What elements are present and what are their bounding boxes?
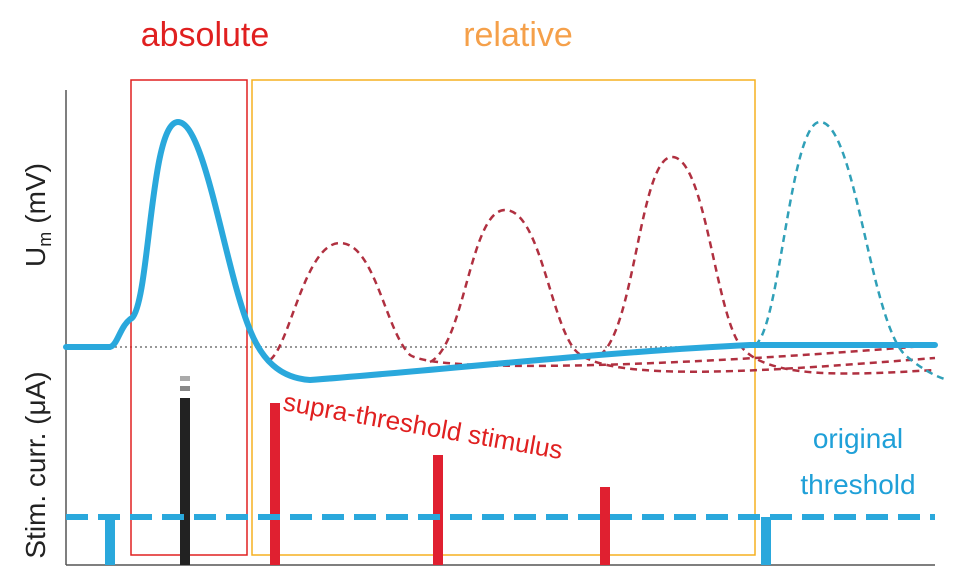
spike-2 [429,208,936,373]
stim-bar [270,403,280,565]
y-top-sub: m [35,232,55,247]
relative-box [251,79,756,556]
y-bottom-label: Stim. curr. (μA) [20,371,51,558]
stim-bar-fade [180,376,190,381]
y-top-unit: (mV) [20,163,51,224]
threshold-label: original [813,423,903,454]
membrane-potential [63,119,938,383]
relative-label: relative [463,16,573,54]
y-top-main: U [20,247,51,267]
spike-1 [269,241,936,368]
threshold-label: threshold [800,469,915,500]
y-top-label: Um (mV) [20,163,55,267]
stim-bar [180,398,190,565]
stim-bar [600,487,610,565]
stim-bar-fade [180,386,190,391]
stim-bar [761,517,771,565]
original-spike [754,120,949,382]
stim-bar [433,455,443,565]
absolute-label: absolute [141,16,270,54]
spike-3 [599,155,936,375]
stim-bar [105,520,115,565]
